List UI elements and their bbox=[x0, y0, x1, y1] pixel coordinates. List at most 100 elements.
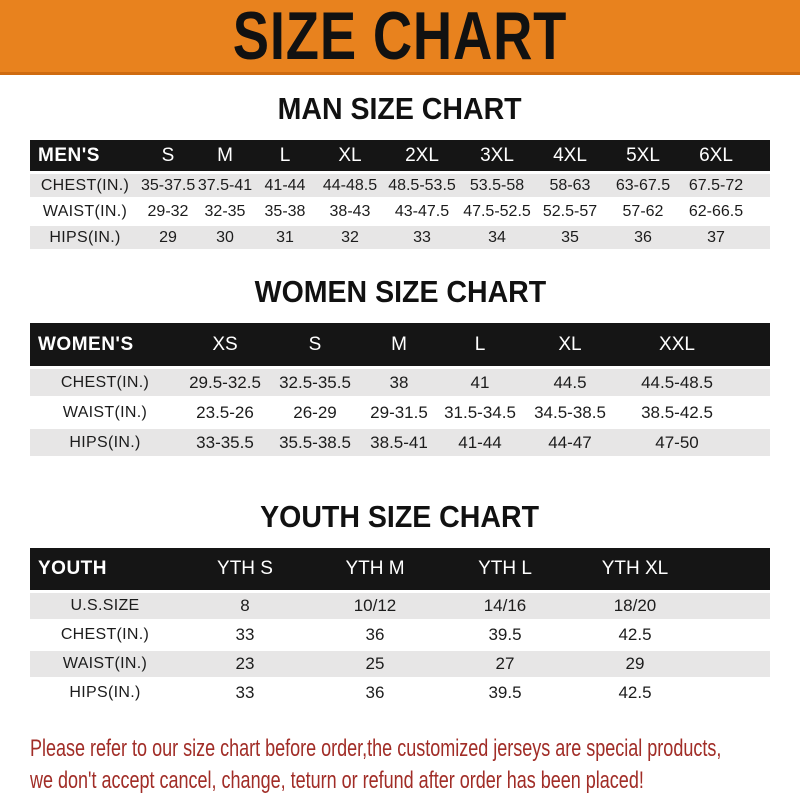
size-cell: 33 bbox=[384, 226, 460, 249]
size-cell: 32.5-35.5 bbox=[270, 369, 360, 396]
size-cell: 37.5-41 bbox=[196, 174, 254, 197]
size-cell: 34.5-38.5 bbox=[522, 399, 618, 426]
size-cell: 31 bbox=[254, 226, 316, 249]
youth-col-header-xl: YTH XL bbox=[570, 548, 700, 590]
youth-ussize-row: U.S.SIZE 8 10/12 14/16 18/20 bbox=[30, 593, 770, 619]
youth-waist-row: WAIST(IN.) 23 25 27 29 bbox=[30, 651, 770, 677]
size-cell: 44-48.5 bbox=[316, 174, 384, 197]
men-waist-row: WAIST(IN.) 29-32 32-35 35-38 38-43 43-47… bbox=[30, 200, 770, 223]
size-cell: 42.5 bbox=[570, 622, 700, 648]
size-chart-banner: SIZE CHART bbox=[0, 0, 800, 75]
spacer-cell bbox=[700, 680, 770, 706]
size-cell: 35.5-38.5 bbox=[270, 429, 360, 456]
size-cell: 44.5 bbox=[522, 369, 618, 396]
youth-col-header-l: YTH L bbox=[440, 548, 570, 590]
size-cell: 18/20 bbox=[570, 593, 700, 619]
spacer-cell bbox=[752, 140, 770, 171]
size-cell: 47.5-52.5 bbox=[460, 200, 534, 223]
men-col-header-4xl: 4XL bbox=[534, 140, 606, 171]
size-cell: 35-38 bbox=[254, 200, 316, 223]
women-col-header-m: M bbox=[360, 323, 438, 366]
women-header-row: WOMEN'S XS S M L XL XXL bbox=[30, 323, 770, 366]
spacer-cell bbox=[752, 174, 770, 197]
size-cell: 29-32 bbox=[140, 200, 196, 223]
size-cell: 63-67.5 bbox=[606, 174, 680, 197]
spacer-cell bbox=[700, 593, 770, 619]
size-cell: 57-62 bbox=[606, 200, 680, 223]
men-col-header-6xl: 6XL bbox=[680, 140, 752, 171]
size-cell: 25 bbox=[310, 651, 440, 677]
size-cell: 23.5-26 bbox=[180, 399, 270, 426]
size-cell: 32 bbox=[316, 226, 384, 249]
size-cell: 35 bbox=[534, 226, 606, 249]
size-cell: 47-50 bbox=[618, 429, 736, 456]
youth-hips-row: HIPS(IN.) 33 36 39.5 42.5 bbox=[30, 680, 770, 706]
row-label: CHEST(IN.) bbox=[30, 174, 140, 197]
row-label: CHEST(IN.) bbox=[30, 369, 180, 396]
size-cell: 32-35 bbox=[196, 200, 254, 223]
men-col-header-5xl: 5XL bbox=[606, 140, 680, 171]
women-col-header-xxl: XXL bbox=[618, 323, 736, 366]
size-cell: 10/12 bbox=[310, 593, 440, 619]
size-cell: 41-44 bbox=[254, 174, 316, 197]
size-cell: 26-29 bbox=[270, 399, 360, 426]
men-col-header-s: S bbox=[140, 140, 196, 171]
youth-header-row: YOUTH YTH S YTH M YTH L YTH XL bbox=[30, 548, 770, 590]
row-label: WAIST(IN.) bbox=[30, 200, 140, 223]
size-cell: 27 bbox=[440, 651, 570, 677]
row-label: U.S.SIZE bbox=[30, 593, 180, 619]
size-cell: 35-37.5 bbox=[140, 174, 196, 197]
men-col-header-xl: XL bbox=[316, 140, 384, 171]
youth-section-title: YOUTH SIZE CHART bbox=[0, 497, 800, 537]
size-cell: 67.5-72 bbox=[680, 174, 752, 197]
size-cell: 62-66.5 bbox=[680, 200, 752, 223]
row-label: WAIST(IN.) bbox=[30, 399, 180, 426]
men-section-title-text: MAN SIZE CHART bbox=[277, 91, 523, 126]
women-section-title: WOMEN SIZE CHART bbox=[0, 272, 800, 312]
size-cell: 48.5-53.5 bbox=[384, 174, 460, 197]
youth-chest-row: CHEST(IN.) 33 36 39.5 42.5 bbox=[30, 622, 770, 648]
men-hips-row: HIPS(IN.) 29 30 31 32 33 34 35 36 37 bbox=[30, 226, 770, 249]
size-cell: 29 bbox=[140, 226, 196, 249]
youth-col-header-m: YTH M bbox=[310, 548, 440, 590]
size-cell: 33 bbox=[180, 680, 310, 706]
size-cell: 38 bbox=[360, 369, 438, 396]
row-label: WAIST(IN.) bbox=[30, 651, 180, 677]
size-cell: 29 bbox=[570, 651, 700, 677]
disclaimer-footer: Please refer to our size chart before or… bbox=[30, 733, 800, 797]
men-size-table: MEN'S S M L XL 2XL 3XL 4XL 5XL 6XL CHEST… bbox=[30, 137, 770, 252]
size-cell: 29-31.5 bbox=[360, 399, 438, 426]
men-chest-row: CHEST(IN.) 35-37.5 37.5-41 41-44 44-48.5… bbox=[30, 174, 770, 197]
size-cell: 36 bbox=[310, 680, 440, 706]
spacer-cell bbox=[736, 369, 770, 396]
men-col-header-2xl: 2XL bbox=[384, 140, 460, 171]
size-cell: 39.5 bbox=[440, 680, 570, 706]
size-cell: 23 bbox=[180, 651, 310, 677]
banner-title: SIZE CHART bbox=[232, 0, 568, 74]
size-cell: 44-47 bbox=[522, 429, 618, 456]
men-section-title: MAN SIZE CHART bbox=[0, 89, 800, 129]
size-cell: 38.5-42.5 bbox=[618, 399, 736, 426]
youth-col-header-s: YTH S bbox=[180, 548, 310, 590]
men-col-header-m: M bbox=[196, 140, 254, 171]
men-header-row: MEN'S S M L XL 2XL 3XL 4XL 5XL 6XL bbox=[30, 140, 770, 171]
size-cell: 52.5-57 bbox=[534, 200, 606, 223]
size-cell: 41 bbox=[438, 369, 522, 396]
size-cell: 33 bbox=[180, 622, 310, 648]
size-cell: 29.5-32.5 bbox=[180, 369, 270, 396]
men-table-label: MEN'S bbox=[30, 140, 140, 171]
men-col-header-l: L bbox=[254, 140, 316, 171]
spacer-cell bbox=[736, 399, 770, 426]
disclaimer-line-2: we don't accept cancel, change, teturn o… bbox=[30, 767, 644, 794]
spacer-cell bbox=[752, 200, 770, 223]
men-col-header-3xl: 3XL bbox=[460, 140, 534, 171]
spacer-cell bbox=[700, 548, 770, 590]
size-cell: 33-35.5 bbox=[180, 429, 270, 456]
women-section-title-text: WOMEN SIZE CHART bbox=[254, 274, 546, 309]
size-cell: 14/16 bbox=[440, 593, 570, 619]
youth-section-title-text: YOUTH SIZE CHART bbox=[260, 499, 540, 534]
size-cell: 38-43 bbox=[316, 200, 384, 223]
women-col-header-l: L bbox=[438, 323, 522, 366]
size-cell: 8 bbox=[180, 593, 310, 619]
spacer-cell bbox=[700, 622, 770, 648]
